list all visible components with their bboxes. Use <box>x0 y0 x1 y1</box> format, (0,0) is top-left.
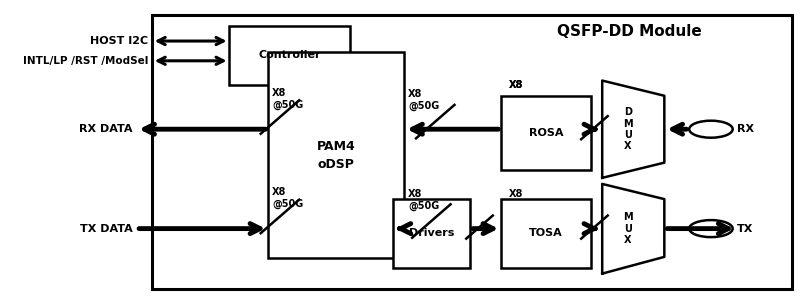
Bar <box>501 199 591 268</box>
Text: X8
@50G: X8 @50G <box>272 88 304 110</box>
Text: RX: RX <box>737 124 754 134</box>
Text: X8: X8 <box>509 80 524 90</box>
Text: HOST I2C: HOST I2C <box>90 36 148 46</box>
Text: X8
@50G: X8 @50G <box>408 89 440 111</box>
Text: X8
@50G: X8 @50G <box>272 187 304 209</box>
Text: TX: TX <box>737 224 753 233</box>
Bar <box>152 15 793 289</box>
Bar <box>393 199 470 268</box>
Text: TOSA: TOSA <box>529 228 563 238</box>
Text: Controller: Controller <box>259 50 321 60</box>
Text: RX DATA: RX DATA <box>79 124 133 134</box>
Text: QSFP-DD Module: QSFP-DD Module <box>557 24 702 40</box>
Polygon shape <box>602 184 664 274</box>
Text: Drivers: Drivers <box>409 228 454 238</box>
Bar <box>501 96 591 170</box>
Text: X8: X8 <box>509 80 524 90</box>
Text: ROSA: ROSA <box>528 128 563 138</box>
Text: PAM4
oDSP: PAM4 oDSP <box>317 140 356 171</box>
Polygon shape <box>602 81 664 178</box>
Text: INTL/LP /RST /ModSel: INTL/LP /RST /ModSel <box>23 56 148 66</box>
Text: TX DATA: TX DATA <box>80 224 133 233</box>
Text: D
M
U
X: D M U X <box>623 107 633 151</box>
Text: M
U
X: M U X <box>623 212 633 245</box>
Bar <box>268 52 404 258</box>
Text: X8: X8 <box>509 189 524 199</box>
Text: X8
@50G: X8 @50G <box>408 189 440 211</box>
Bar <box>229 26 350 85</box>
